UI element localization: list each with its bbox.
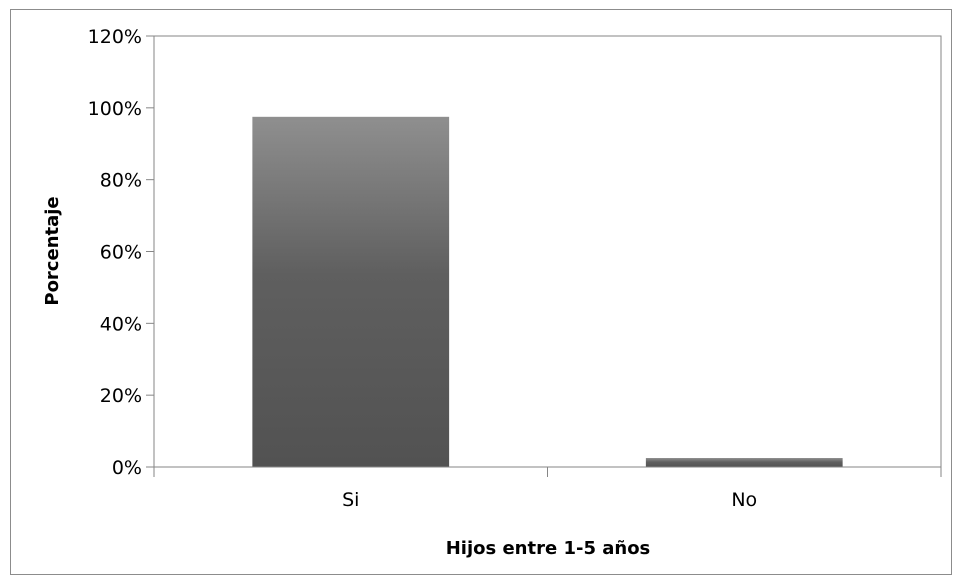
- y-tick-label: 20%: [100, 385, 142, 407]
- y-tick-label: 0%: [112, 457, 142, 479]
- bar-si: [252, 116, 450, 467]
- x-tick-label: No: [731, 489, 757, 511]
- x-axis-title: Hijos entre 1-5 años: [446, 538, 651, 559]
- bar-no: [645, 458, 843, 467]
- y-axis-title: Porcentaje: [42, 196, 63, 305]
- x-tick-label: Si: [342, 489, 359, 511]
- axes: 0% 20% 40% 60% 80% 100% 120% Si No: [88, 26, 942, 511]
- y-tick-label: 100%: [88, 98, 142, 120]
- y-tick-label: 120%: [88, 26, 142, 48]
- y-tick-label: 60%: [100, 242, 142, 264]
- y-tick-label: 80%: [100, 170, 142, 192]
- y-tick-label: 40%: [100, 313, 142, 335]
- bars: [252, 116, 843, 467]
